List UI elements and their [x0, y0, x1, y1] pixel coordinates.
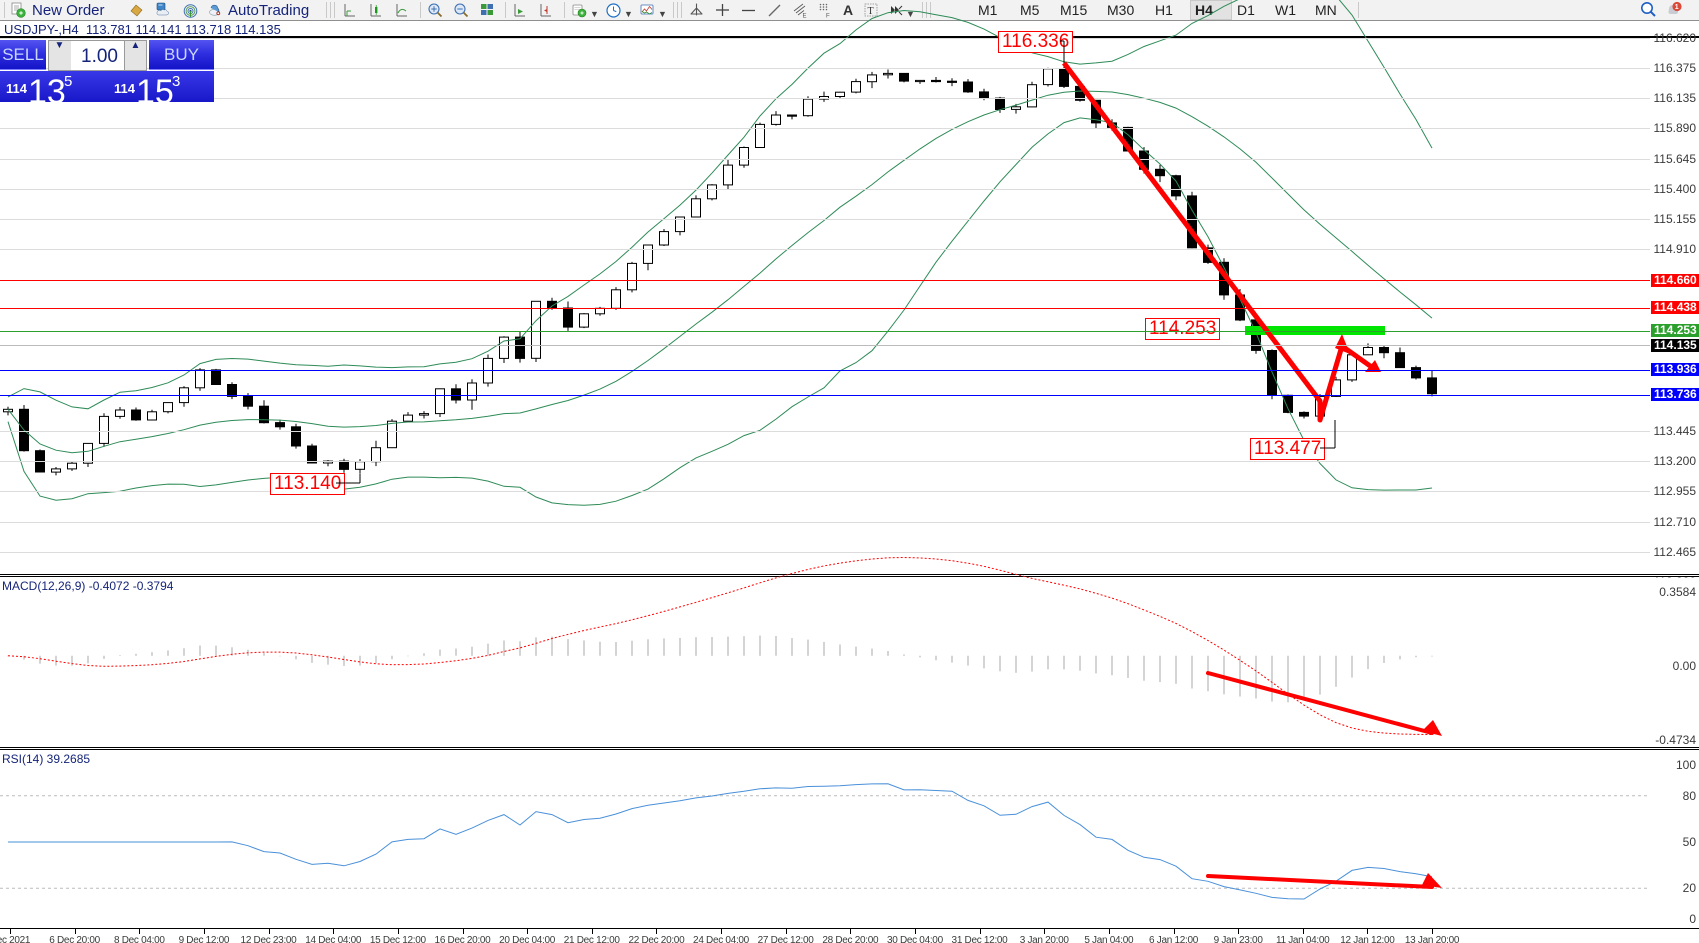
- svg-text:E: E: [803, 14, 807, 20]
- svg-text:F: F: [826, 14, 830, 20]
- svg-text:1: 1: [1675, 4, 1679, 11]
- svg-text:T: T: [868, 6, 874, 17]
